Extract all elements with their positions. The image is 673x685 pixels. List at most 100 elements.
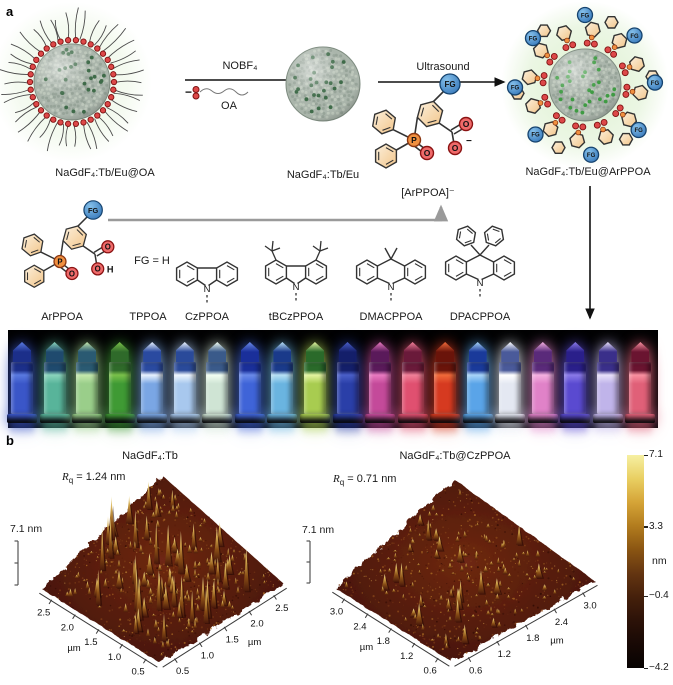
oleate-chain xyxy=(114,69,144,76)
axis-tick-label: 1.0 xyxy=(201,650,214,661)
nanoparticle-core xyxy=(548,48,622,122)
vial-20 xyxy=(625,342,656,437)
vial-cap xyxy=(566,342,585,362)
vial-body xyxy=(11,362,33,414)
vial-base xyxy=(397,414,428,423)
fg-badge-icon xyxy=(582,146,600,163)
oleate-chain xyxy=(74,7,79,40)
afm-surface-left: 2.5 2.0 1.5 1.0 0.5 µm 0.5 1.0 1.5 2.0 2.5 µm xyxy=(14,476,288,678)
colorbar-tick xyxy=(644,526,648,528)
svg-text:−: − xyxy=(185,85,192,99)
vial-body xyxy=(499,362,522,414)
oleate-chain xyxy=(19,31,42,53)
oleate-chain xyxy=(106,107,129,124)
vial-base xyxy=(332,414,363,423)
svg-text:−: − xyxy=(466,136,472,147)
vial-body xyxy=(76,362,99,414)
axis-unit-label: µm xyxy=(248,637,261,648)
oleate-chain xyxy=(65,12,70,40)
colorbar-tick-label: 3.3 xyxy=(649,520,663,532)
vial-base xyxy=(592,414,623,423)
vial-base xyxy=(234,414,265,423)
oleate-chain xyxy=(110,50,136,64)
svg-text:FG: FG xyxy=(531,133,540,139)
vial-base xyxy=(104,414,135,423)
uv-vials-photo xyxy=(7,330,658,437)
oleate-chain xyxy=(110,99,138,113)
ligand-name-dmacppoa: DMACPPOA xyxy=(359,311,423,323)
vial-reflection xyxy=(465,424,490,437)
vial-body xyxy=(629,362,652,414)
vial-3 xyxy=(72,342,103,437)
vial-reflection xyxy=(628,424,653,437)
oleate-chain xyxy=(39,20,53,45)
axis-tick-label: 2.4 xyxy=(555,617,568,628)
vial-base xyxy=(299,414,330,423)
micelle-particle xyxy=(0,7,144,152)
vial-reflection xyxy=(205,424,230,437)
colorbar-unit: nm xyxy=(652,555,667,567)
afm-3d-surface xyxy=(335,480,595,662)
vial-cap xyxy=(45,342,64,362)
axis-tick-label: 1.2 xyxy=(498,649,511,660)
vial-cap xyxy=(273,342,292,362)
vial-base xyxy=(7,414,37,423)
vial-reflection xyxy=(368,424,393,437)
vial-reflection xyxy=(335,424,360,437)
nanoparticle-core xyxy=(285,46,361,122)
vial-cap xyxy=(403,342,422,362)
axis-tick-label: 1.8 xyxy=(377,636,390,647)
vial-reflection xyxy=(595,424,620,437)
ligand-name-tppoa: TPPOA xyxy=(129,311,167,323)
czppoa-structure: N xyxy=(175,261,239,305)
vial-base xyxy=(462,414,493,423)
colorbar-tick xyxy=(644,667,648,669)
atom-O: O xyxy=(463,119,470,129)
vial-cap xyxy=(13,342,31,362)
axis-unit-label: µm xyxy=(550,635,563,646)
vial-base xyxy=(430,414,461,423)
z-scale-axis xyxy=(306,540,311,584)
vial-cap xyxy=(110,342,129,362)
colorbar xyxy=(627,455,644,668)
fg-badge-icon xyxy=(506,79,524,96)
axis-tick-label: 2.5 xyxy=(275,603,288,614)
z-scale-left: 7.1 nm xyxy=(10,523,43,535)
vial-cap xyxy=(240,342,259,362)
vial-body xyxy=(466,362,489,414)
vial-1 xyxy=(7,342,37,437)
oleate-chain xyxy=(83,123,92,150)
micelle-label: NaGdF₄:Tb/Eu@OA xyxy=(55,167,155,179)
vial-2 xyxy=(39,342,70,437)
vial-reflection xyxy=(563,424,588,437)
oleate-chain xyxy=(102,28,127,52)
oleate-chain xyxy=(114,89,143,96)
vial-reflection xyxy=(107,424,132,437)
vial-body xyxy=(369,362,392,414)
vial-body xyxy=(108,362,131,414)
vial-base xyxy=(495,414,526,423)
vial-7 xyxy=(202,342,233,437)
vial-cap xyxy=(436,342,455,362)
ligand-name-arppoa: ArPPOA xyxy=(41,311,83,323)
ligand-name-dpacppoa: DPACPPOA xyxy=(449,311,511,323)
axis-tick-label: 0.5 xyxy=(131,667,144,678)
fg-badge-icon xyxy=(524,30,542,47)
axis-tick-label: 1.0 xyxy=(108,652,121,663)
afm-3d-surface xyxy=(42,476,284,663)
vial-reflection xyxy=(42,424,67,437)
oleate-chain xyxy=(8,61,32,70)
axis-tick-label: 0.5 xyxy=(176,666,189,677)
colorbar-tick-label: −0.4 xyxy=(649,590,669,602)
colorbar-tick xyxy=(644,454,648,456)
vial-5 xyxy=(137,342,168,437)
vial-6 xyxy=(169,342,200,437)
colorbar-tick-label: 7.1 xyxy=(649,449,663,460)
vial-body xyxy=(141,362,164,414)
fg-badge-icon xyxy=(576,6,594,24)
vial-cap xyxy=(208,342,227,362)
panel-a-label: a xyxy=(6,4,14,19)
vial-cap xyxy=(598,342,617,362)
